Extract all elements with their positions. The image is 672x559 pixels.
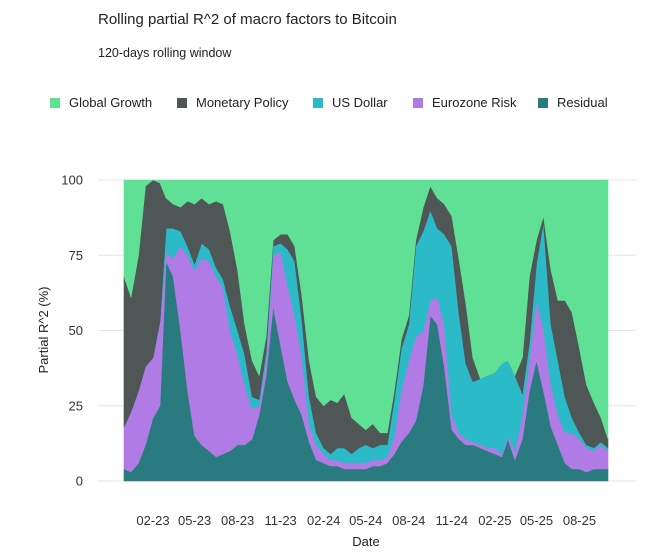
x-axis-ticks: 02-23 05-23 08-23 11-23 02-24 05-24 08-24 11-24… bbox=[136, 513, 596, 528]
y-tick-50: 50 bbox=[69, 323, 83, 338]
y-tick-75: 75 bbox=[69, 248, 83, 263]
x-tick-11-24: 11-24 bbox=[436, 513, 468, 528]
legend-item-eurozone-risk: Eurozone Risk bbox=[413, 95, 517, 110]
legend-swatch-eurozone-risk bbox=[413, 97, 423, 108]
x-tick-05-23: 05-23 bbox=[178, 513, 211, 528]
legend-swatch-residual bbox=[538, 97, 548, 108]
x-axis-label: Date bbox=[352, 534, 379, 549]
chart-title: Rolling partial R^2 of macro factors to … bbox=[98, 11, 397, 28]
x-tick-02-23: 02-23 bbox=[136, 513, 169, 528]
x-tick-08-25: 08-25 bbox=[563, 513, 596, 528]
legend-item-global-growth: Global Growth bbox=[50, 95, 152, 110]
legend-label-us-dollar: US Dollar bbox=[332, 95, 388, 110]
legend-label-eurozone-risk: Eurozone Risk bbox=[432, 95, 517, 110]
legend-swatch-global-growth bbox=[50, 97, 60, 108]
x-tick-05-24: 05-24 bbox=[349, 513, 382, 528]
y-tick-100: 100 bbox=[61, 173, 83, 188]
legend-swatch-monetary-policy bbox=[177, 97, 187, 108]
x-tick-05-25: 05-25 bbox=[520, 513, 553, 528]
chart-subtitle: 120-days rolling window bbox=[98, 46, 232, 60]
legend-item-us-dollar: US Dollar bbox=[313, 95, 388, 110]
x-tick-11-23: 11-23 bbox=[265, 513, 297, 528]
legend-swatch-us-dollar bbox=[313, 97, 323, 108]
legend-item-residual: Residual bbox=[538, 95, 608, 110]
stacked-areas bbox=[123, 179, 609, 482]
x-tick-08-23: 08-23 bbox=[221, 513, 254, 528]
legend: Global Growth Monetary Policy US Dollar … bbox=[0, 95, 672, 111]
y-tick-0: 0 bbox=[76, 474, 83, 489]
y-axis-label: Partial R^2 (%) bbox=[36, 286, 51, 373]
legend-label-residual: Residual bbox=[557, 95, 608, 110]
legend-item-monetary-policy: Monetary Policy bbox=[177, 95, 288, 110]
area-global-growth bbox=[123, 179, 609, 440]
legend-label-global-growth: Global Growth bbox=[69, 95, 153, 110]
x-tick-08-24: 08-24 bbox=[392, 513, 425, 528]
y-axis-ticks: 0 25 50 75 100 bbox=[61, 173, 83, 489]
x-tick-02-24: 02-24 bbox=[307, 513, 340, 528]
y-tick-25: 25 bbox=[69, 398, 83, 413]
legend-label-monetary-policy: Monetary Policy bbox=[196, 95, 289, 110]
x-tick-02-25: 02-25 bbox=[478, 513, 511, 528]
